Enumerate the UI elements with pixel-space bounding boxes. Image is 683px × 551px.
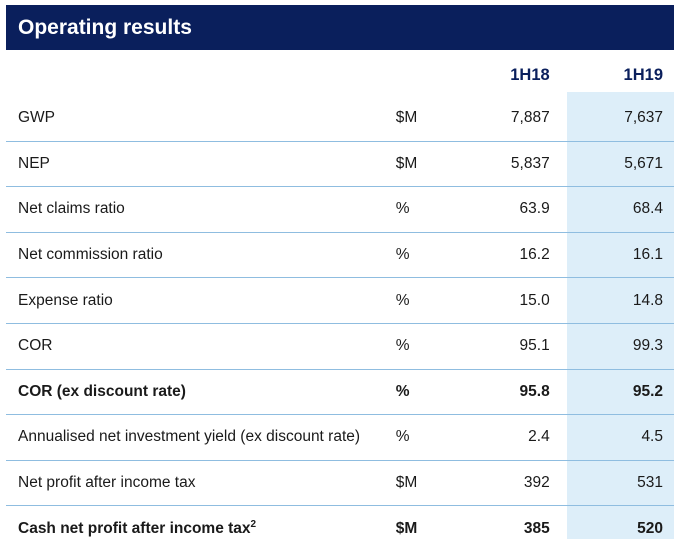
value-1h19: 4.5	[560, 414, 674, 461]
row-label: COR (ex discount rate)	[6, 369, 396, 416]
value-1h19: 99.3	[560, 323, 674, 370]
table-row: COR (ex discount rate) % 95.8 95.2	[6, 369, 674, 416]
value-1h18: 63.9	[450, 186, 561, 233]
value-1h18: 392	[450, 460, 561, 507]
value-1h19: 7,637	[560, 96, 674, 142]
row-label: Cash net profit after income tax2	[6, 506, 396, 551]
row-label: GWP	[6, 96, 396, 142]
header-blank	[6, 50, 396, 96]
row-unit: %	[395, 323, 451, 370]
row-label: Net claims ratio	[6, 186, 396, 233]
section-title: Operating results	[6, 5, 674, 50]
footnote-marker: 2	[250, 518, 257, 530]
table-row: Net claims ratio % 63.9 68.4	[6, 186, 674, 233]
value-1h19: 5,671	[560, 141, 674, 188]
value-1h18: 16.2	[450, 232, 561, 279]
value-1h19: 520	[637, 519, 663, 537]
value-1h19: 95.2	[560, 369, 674, 416]
value-1h18: 5,837	[450, 141, 561, 188]
row-unit: $M	[395, 519, 418, 537]
value-1h19: 14.8	[560, 277, 674, 324]
column-header-1h19: 1H19	[623, 65, 663, 84]
table-row: GWP $M 7,887 7,637	[6, 96, 674, 142]
row-unit: %	[395, 186, 451, 233]
row-unit: %	[395, 232, 451, 279]
table-row: Expense ratio % 15.0 14.8	[6, 277, 674, 324]
row-label: Net profit after income tax	[6, 460, 396, 507]
row-label: NEP	[6, 141, 396, 188]
value-1h18: 7,887	[450, 96, 561, 142]
value-1h18: 385	[523, 519, 550, 537]
table-row: COR % 95.1 99.3	[6, 323, 674, 370]
row-label-text: Cash net profit after income tax	[18, 519, 251, 537]
value-1h19: 16.1	[560, 232, 674, 279]
row-unit: $M	[395, 96, 451, 142]
value-1h18: 95.8	[450, 369, 561, 416]
table-row: Annualised net investment yield (ex disc…	[6, 414, 674, 461]
row-label: Expense ratio	[6, 277, 396, 324]
value-1h18: 2.4	[450, 414, 561, 461]
table-row: Cash net profit after income tax2 $M 385…	[6, 506, 674, 551]
header-unit-blank	[396, 50, 451, 96]
column-header-1h18: 1H18	[510, 65, 550, 84]
value-1h18: 95.1	[450, 323, 561, 370]
value-1h19: 531	[560, 460, 674, 507]
row-label: Net commission ratio	[6, 232, 396, 279]
table-row: NEP $M 5,837 5,671	[6, 141, 674, 188]
row-unit: $M	[395, 460, 451, 507]
table-header-row: 1H18 1H19	[6, 50, 674, 96]
table-row: Net commission ratio % 16.2 16.1	[6, 232, 674, 279]
row-unit: $M	[395, 141, 451, 188]
value-1h19: 68.4	[560, 186, 674, 233]
row-unit: %	[395, 414, 451, 461]
operating-results-table: 1H18 1H19 GWP $M 7,887 7,637 NEP $M 5,83…	[6, 50, 674, 551]
table-row: Net profit after income tax $M 392 531	[6, 460, 674, 507]
row-label: Annualised net investment yield (ex disc…	[6, 414, 396, 461]
row-unit: %	[395, 277, 451, 324]
row-label: COR	[6, 323, 396, 370]
value-1h18: 15.0	[450, 277, 561, 324]
row-unit: %	[395, 369, 451, 416]
